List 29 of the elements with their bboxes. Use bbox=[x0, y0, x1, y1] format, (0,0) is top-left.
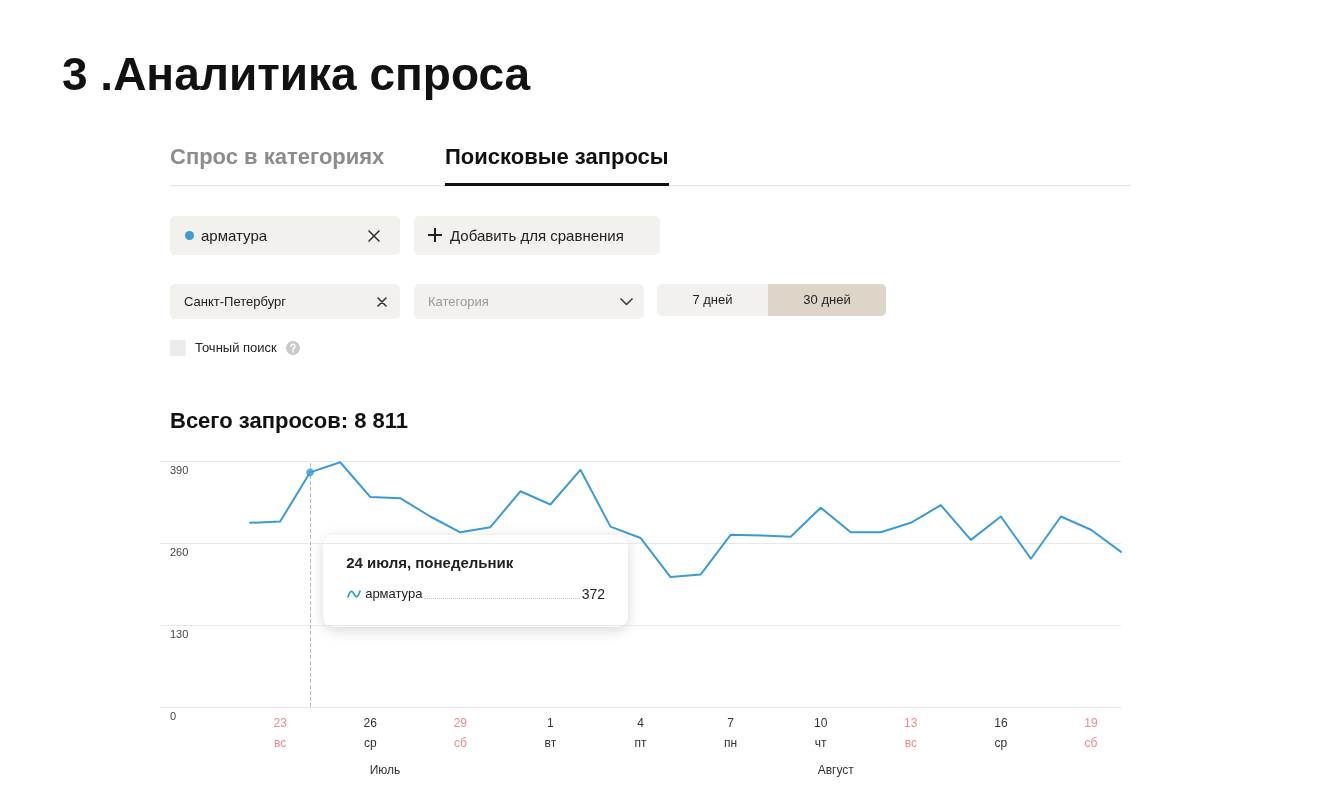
x-tick-label: 10 чт bbox=[814, 716, 828, 750]
x-tick-label: 26 ср bbox=[363, 716, 378, 750]
text: Август bbox=[817, 762, 854, 778]
text: Июль bbox=[369, 762, 401, 778]
annotation: 24 июля, понедельник bbox=[346, 554, 514, 572]
text: Точный поиск bbox=[195, 340, 277, 356]
period-toggle: 7 дней 30 дней bbox=[657, 284, 886, 316]
city-field: Санкт-Петербург bbox=[170, 284, 400, 319]
query-chip: арматура bbox=[170, 216, 400, 255]
x-tick-label: 29 сб bbox=[453, 716, 468, 750]
annotation: 372 bbox=[581, 586, 606, 602]
y-tick-label: 0 bbox=[170, 709, 177, 722]
x-tick-label: 13 вс bbox=[904, 716, 918, 750]
x-tick-label: 1 вт bbox=[544, 716, 557, 750]
y-tick-label: 130 bbox=[170, 627, 189, 640]
x-tick-label: 19 сб bbox=[1084, 716, 1098, 750]
add-button: Добавить для сравнения bbox=[414, 216, 660, 255]
legend-label: арматура bbox=[365, 586, 423, 602]
x-tick-label: 4 пт bbox=[634, 716, 647, 750]
x-tick-label: 16 ср bbox=[994, 716, 1008, 750]
category-dropdown: Категория bbox=[414, 284, 644, 319]
chart-title: 3 .Аналитика спроса bbox=[62, 47, 531, 101]
text: Спрос в категориях bbox=[170, 143, 385, 171]
x-tick-label: 7 пн bbox=[724, 716, 738, 750]
text: Поисковые запросы bbox=[445, 143, 669, 171]
chart-subtitle: Всего запросов: 8 811 bbox=[170, 407, 409, 435]
y-tick-label: 390 bbox=[170, 463, 189, 476]
y-tick-label: 260 bbox=[170, 545, 189, 558]
x-tick-label: 23 вс bbox=[273, 716, 288, 750]
